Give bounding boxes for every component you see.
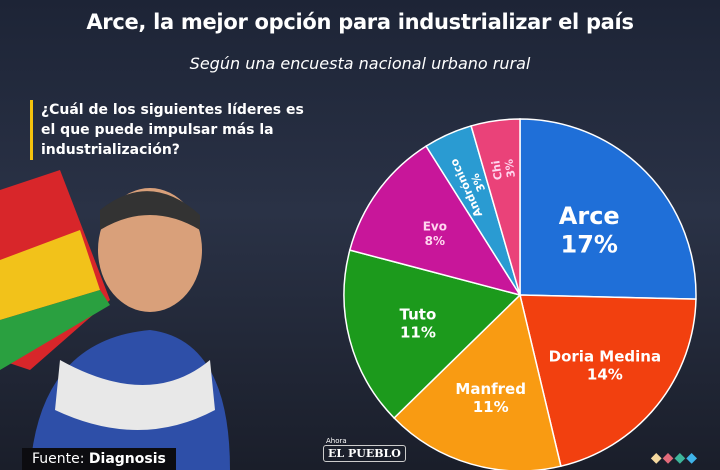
slice-category-label: Doria Medina (549, 347, 661, 365)
pie-slice-chi (470, 118, 521, 296)
slice-value-label: 3% (502, 158, 517, 178)
slice-category-label: Chi (489, 160, 505, 181)
pie-slice-evo (348, 145, 522, 297)
slice-category-label: Manfred (455, 380, 526, 398)
pie-slice-arce (519, 118, 697, 300)
slice-value-label: 11% (473, 398, 509, 416)
pie-slice-manfred (393, 293, 562, 470)
survey-question: ¿Cuál de los siguientes líderes es el qu… (30, 100, 311, 160)
slice-value-label: 11% (400, 324, 436, 342)
decorative-diamonds-icon: ◆◆◆◆ (650, 450, 698, 466)
slice-value-label: 14% (587, 365, 623, 383)
source-label: Fuente: Diagnosis (22, 448, 176, 470)
slice-value-label: 8% (425, 234, 445, 248)
pie-slice-doria-medina (519, 294, 697, 468)
slice-category-label: Tuto (400, 306, 437, 324)
pie-slice-tuto (343, 249, 522, 420)
slice-value-label: 17% (561, 231, 618, 259)
slice-category-label: Arce (559, 202, 620, 230)
page-title: Arce, la mejor opción para industrializa… (86, 10, 634, 34)
page-subtitle: Según una encuesta nacional urbano rural (189, 54, 531, 73)
slice-category-label: Evo (423, 220, 447, 234)
arce-photo (0, 170, 230, 470)
el-pueblo-logo: Ahora EL PUEBLO (323, 437, 406, 462)
